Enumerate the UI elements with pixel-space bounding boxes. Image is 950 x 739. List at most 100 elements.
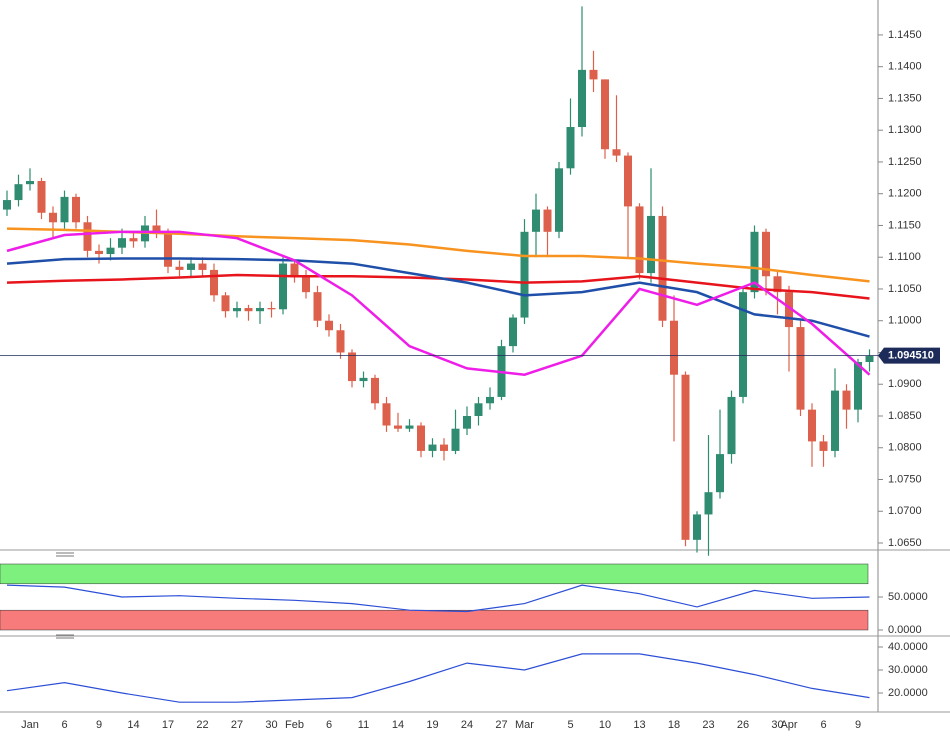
x-tick-label: 30 <box>771 719 783 731</box>
x-tick-label: 27 <box>231 719 243 731</box>
candle-body <box>313 292 322 321</box>
x-tick-label: Feb <box>285 719 304 731</box>
candle-body <box>831 390 839 451</box>
x-tick-label: 11 <box>358 719 369 731</box>
candle-body <box>428 444 437 451</box>
y-tick-label: 40.0000 <box>888 641 928 653</box>
y-tick-label: 1.1450 <box>888 29 922 41</box>
y-tick-label: 1.1150 <box>888 219 921 231</box>
pane-grip[interactable] <box>56 634 74 639</box>
y-tick-label: 50.0000 <box>888 591 928 603</box>
candle-body <box>233 308 241 312</box>
x-tick-label: 24 <box>461 719 473 731</box>
plot-background <box>0 0 878 712</box>
pane-grip[interactable] <box>56 552 74 557</box>
candle-body <box>417 425 425 451</box>
candle-body <box>95 250 103 255</box>
candle-body <box>693 514 701 540</box>
candle-body <box>60 196 69 223</box>
candle-body <box>543 209 552 232</box>
y-tick-label: 1.1400 <box>888 61 922 73</box>
candle-body <box>14 184 23 201</box>
candle-body <box>325 320 333 331</box>
x-tick-label: 19 <box>426 719 438 731</box>
candle-body <box>210 269 218 296</box>
y-tick-label: 1.1000 <box>888 315 922 327</box>
candle-body <box>474 403 483 416</box>
candle-body <box>796 327 805 410</box>
candle-body <box>164 231 172 267</box>
candle-body <box>152 225 161 232</box>
candle-body <box>785 292 793 328</box>
y-tick-label: 1.0750 <box>888 473 922 485</box>
candle-body <box>578 69 586 128</box>
y-tick-label: 1.1350 <box>888 92 922 104</box>
candle-body <box>509 317 517 347</box>
candle-body <box>187 263 195 270</box>
moving-average <box>6 257 870 338</box>
candle-body <box>819 441 828 451</box>
candle-body <box>302 276 310 293</box>
y-tick-label: 1.1100 <box>888 251 921 263</box>
indicator-line <box>6 653 870 703</box>
candle-body <box>635 206 644 274</box>
x-tick-label: 6 <box>61 719 67 731</box>
oversold-zone <box>0 609 869 631</box>
candle-body <box>72 196 80 223</box>
candle-body <box>175 266 184 270</box>
candle-body <box>267 308 276 310</box>
x-tick-label: 10 <box>599 719 611 731</box>
y-tick-label: 1.1300 <box>888 124 922 136</box>
candle-body <box>601 79 609 150</box>
x-tick-label: 13 <box>633 719 645 731</box>
candle-body <box>681 374 690 540</box>
candle-body <box>221 295 230 312</box>
y-tick-label: 1.0800 <box>888 442 922 454</box>
x-tick-label: 14 <box>127 719 139 731</box>
candle-body <box>451 428 460 451</box>
candle-body <box>520 231 529 318</box>
x-tick-label: Mar <box>515 719 534 731</box>
x-tick-label: 27 <box>495 719 507 731</box>
candle-body <box>405 425 414 429</box>
x-tick-label: 17 <box>162 719 174 731</box>
candle-body <box>49 212 57 223</box>
candle-body <box>279 263 287 310</box>
y-tick-label: 0.0000 <box>888 624 922 636</box>
x-tick-label: 14 <box>392 719 404 731</box>
x-tick-label: 30 <box>265 719 277 731</box>
candle-body <box>808 409 816 442</box>
candle-body <box>440 444 448 451</box>
candle-body <box>727 396 736 455</box>
candle-body <box>26 181 34 185</box>
y-tick-label: 20.0000 <box>888 687 928 699</box>
candle-body <box>3 200 11 210</box>
candle-body <box>371 377 379 404</box>
y-tick-label: 30.0000 <box>888 664 928 676</box>
last-price-label: 1.094510 <box>888 350 934 362</box>
x-tick-label: 23 <box>702 719 714 731</box>
candle-body <box>624 155 632 207</box>
y-tick-label: 1.0850 <box>888 410 922 422</box>
candle-body <box>658 215 667 321</box>
x-tick-label: Apr <box>780 719 797 731</box>
y-tick-label: 1.0700 <box>888 505 922 517</box>
candle-body <box>865 355 874 363</box>
candle-body <box>566 127 575 169</box>
candle-body <box>336 330 345 353</box>
y-tick-label: 1.1200 <box>888 188 922 200</box>
candle-body <box>198 263 207 270</box>
x-tick-label: 5 <box>567 719 573 731</box>
candle-body <box>463 415 471 429</box>
candle-body <box>394 425 402 429</box>
overbought-zone <box>0 563 869 585</box>
x-tick-label: 18 <box>668 719 680 731</box>
y-tick-label: 1.1250 <box>888 156 922 168</box>
candle-body <box>612 149 621 156</box>
candle-body <box>716 454 724 493</box>
candle-body <box>83 222 92 251</box>
y-tick-label: 1.0650 <box>888 537 922 549</box>
candle-body <box>486 396 494 404</box>
candle-body <box>532 209 540 232</box>
candle-body <box>773 276 782 293</box>
